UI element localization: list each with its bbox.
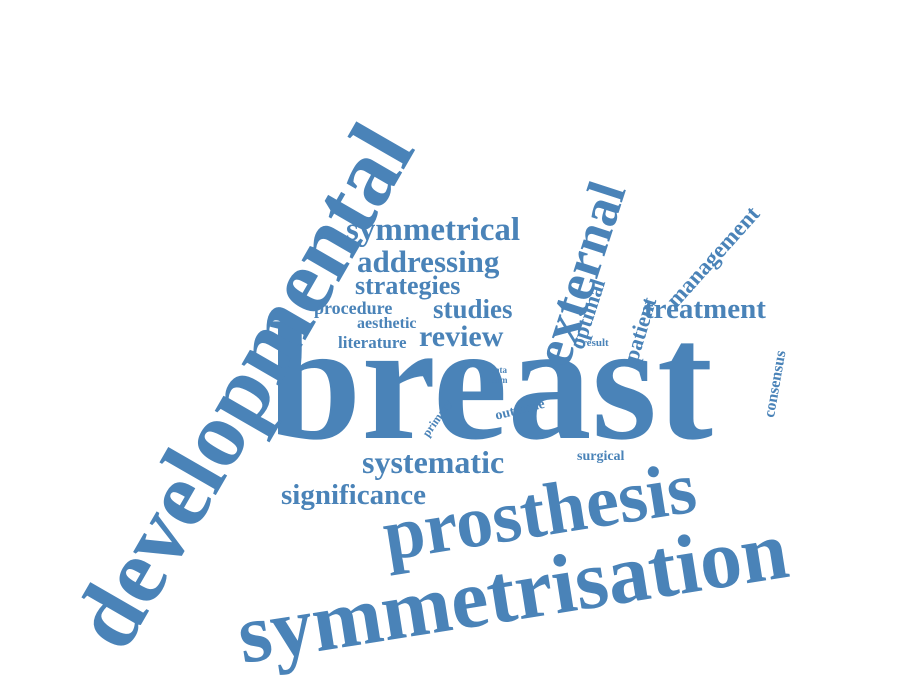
word-strategies: strategies <box>355 271 461 300</box>
word-breast: breast <box>268 289 713 475</box>
word-procedure: procedure <box>314 298 393 318</box>
word-studies: studies <box>433 294 513 324</box>
word-consensus: consensus <box>761 349 790 419</box>
word-systematic: systematic <box>362 444 505 480</box>
word-treatment: treatment <box>644 293 766 325</box>
word-result: result <box>582 337 609 349</box>
word-literature: literature <box>338 333 407 352</box>
word-aesthetic: aesthetic <box>357 315 417 332</box>
word-surgical: surgical <box>577 449 625 464</box>
word-addressing: addressing <box>357 244 500 279</box>
word-review: review <box>419 320 504 353</box>
word-significance: significance <box>281 479 426 511</box>
word-symmetrical: symmetrical <box>346 212 521 248</box>
word-data: data <box>490 365 508 375</box>
word-term: term <box>489 375 508 385</box>
